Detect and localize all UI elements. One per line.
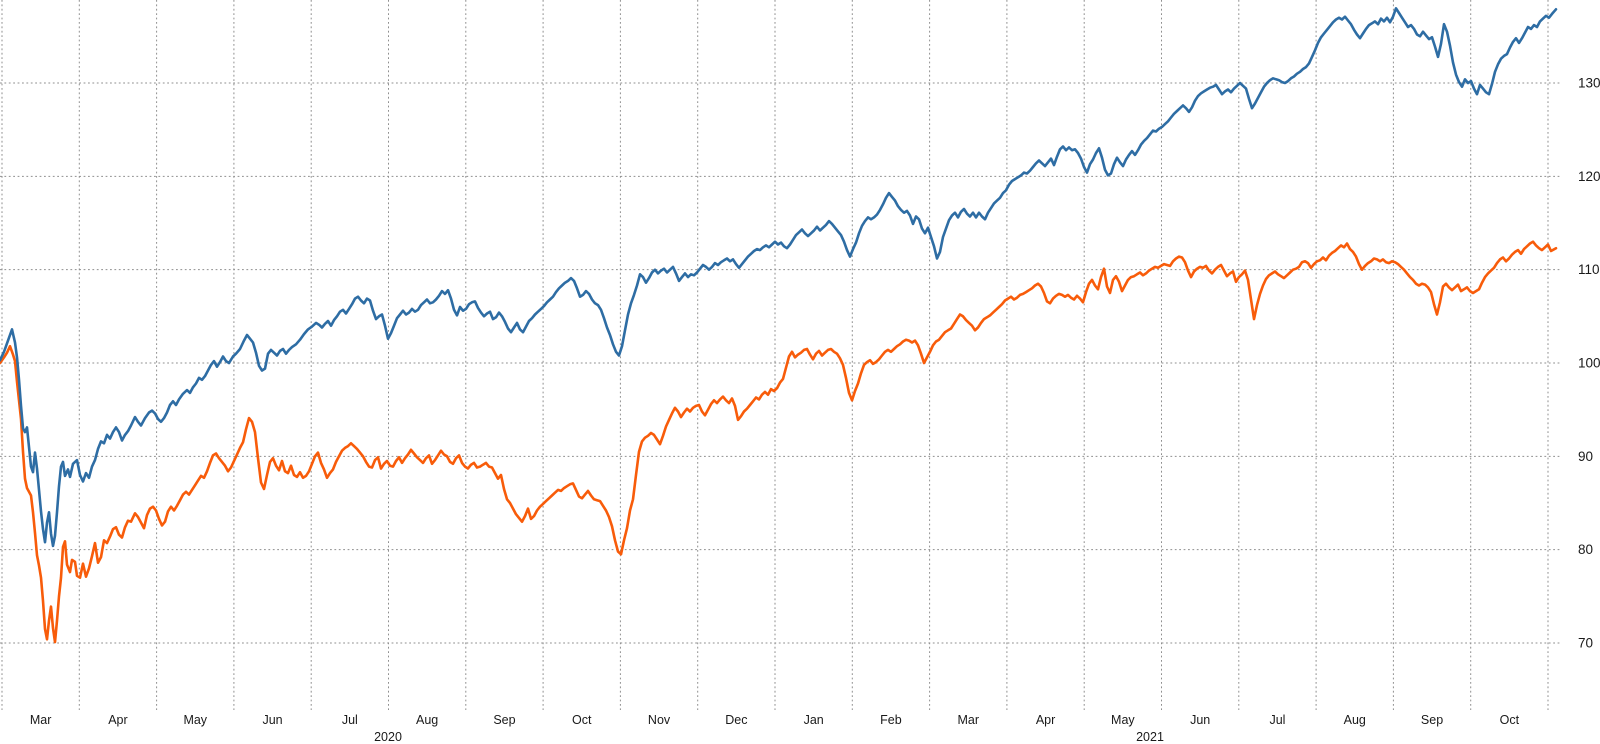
x-tick-label: Apr <box>108 713 127 727</box>
x-tick-label: Jun <box>262 713 282 727</box>
orange-series-line <box>0 240 1558 644</box>
y-tick-label: 80 <box>1578 542 1593 557</box>
x-tick-label: Jul <box>342 713 358 727</box>
x-tick-label: Dec <box>725 713 747 727</box>
x-tick-label: Mar <box>30 713 52 727</box>
year-label: 2020 <box>374 730 402 744</box>
blue-series-line <box>0 7 1558 548</box>
y-axis-labels: 70 80 90 100 110 120 130 <box>1578 76 1600 651</box>
y-tick-label: 130 <box>1578 76 1600 91</box>
y-tick-label: 90 <box>1578 449 1593 464</box>
x-tick-label: Apr <box>1036 713 1055 727</box>
x-tick-label: Feb <box>880 713 902 727</box>
series-lines <box>0 7 1558 644</box>
year-label: 2021 <box>1136 730 1164 744</box>
x-tick-label: Sep <box>493 713 515 727</box>
y-tick-label: 100 <box>1578 355 1600 370</box>
x-tick-label: Jul <box>1269 713 1285 727</box>
x-tick-label: Sep <box>1421 713 1443 727</box>
x-axis-labels: Mar Apr May Jun Jul Aug Sep Oct Nov Dec Jan Feb Mar A… <box>30 713 1520 744</box>
x-tick-label: Aug <box>416 713 438 727</box>
horizontal-gridlines <box>0 82 1560 644</box>
x-tick-label: Oct <box>1500 713 1520 727</box>
y-tick-label: 120 <box>1578 169 1600 184</box>
x-tick-label: Oct <box>572 713 592 727</box>
x-tick-label: Mar <box>957 713 979 727</box>
x-tick-label: May <box>183 713 207 727</box>
x-tick-label: Nov <box>648 713 671 727</box>
x-tick-label: Jun <box>1190 713 1210 727</box>
x-tick-label: May <box>1111 713 1135 727</box>
y-tick-label: 70 <box>1578 635 1593 650</box>
x-tick-label: Aug <box>1344 713 1366 727</box>
y-tick-label: 110 <box>1578 262 1600 277</box>
x-tick-label: Jan <box>804 713 824 727</box>
